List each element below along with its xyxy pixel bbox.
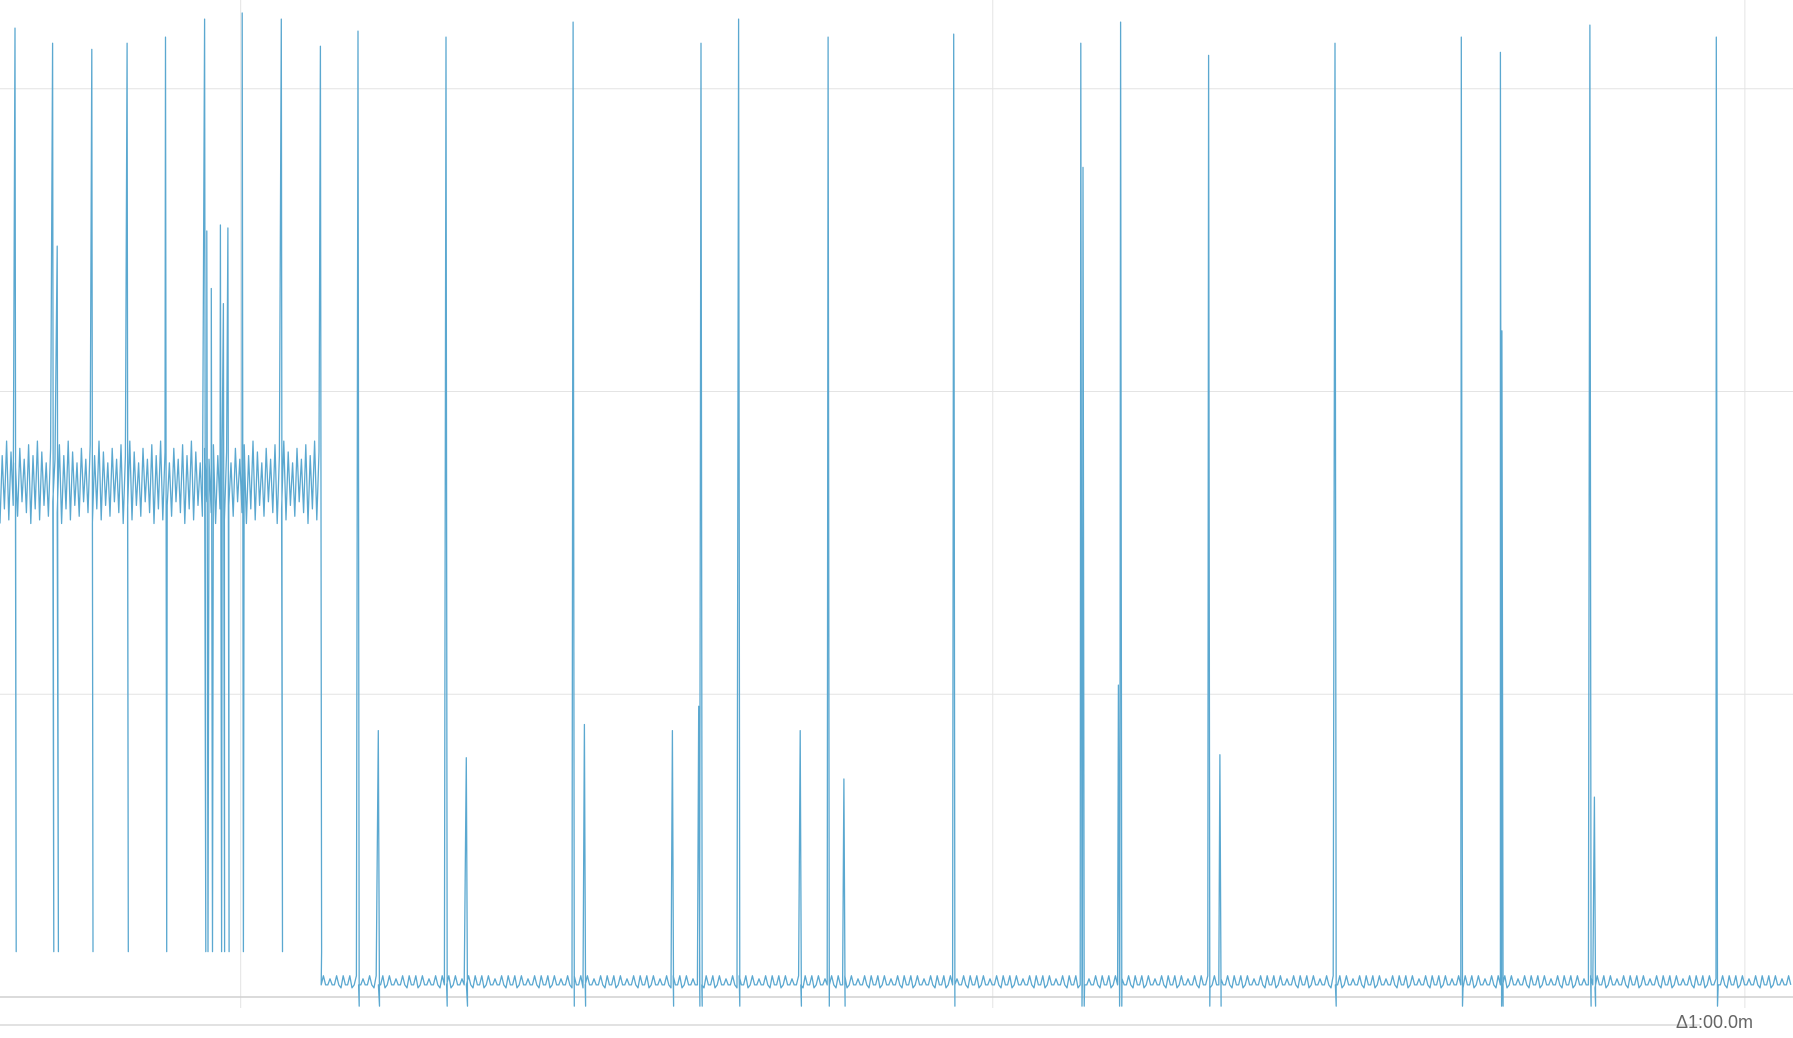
time-delta-label: Δ1:00.0m — [1675, 1012, 1753, 1032]
gridlines — [0, 0, 1793, 1008]
series-line — [0, 12, 1792, 1007]
